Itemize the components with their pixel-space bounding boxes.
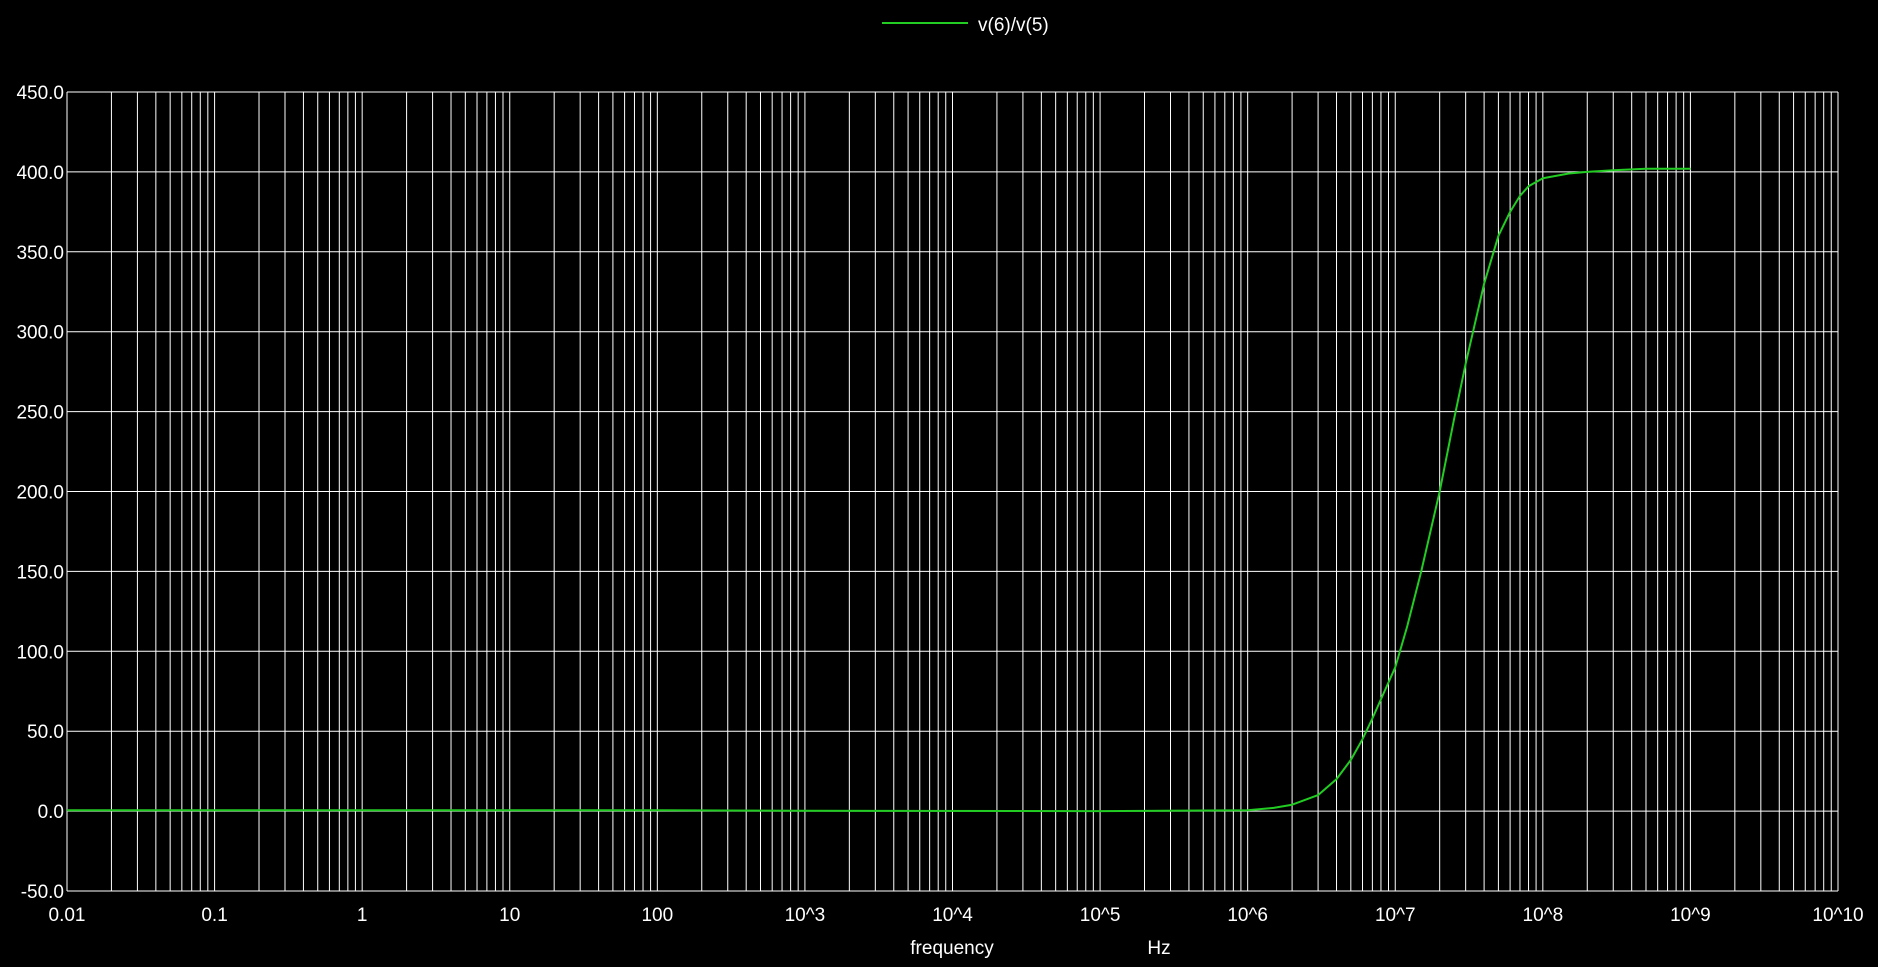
y-tick-label: 400.0 xyxy=(16,163,64,184)
x-tick-label: 10^6 xyxy=(1227,905,1268,926)
x-tick-label: 0.01 xyxy=(49,905,86,926)
x-tick-label: 100 xyxy=(641,905,673,926)
x-tick-label: 10^8 xyxy=(1523,905,1564,926)
y-tick-label: 50.0 xyxy=(27,722,64,743)
y-tick-label: 450.0 xyxy=(16,83,64,104)
y-tick-label: 0.0 xyxy=(38,802,64,823)
x-axis-label: frequency xyxy=(910,938,994,959)
y-tick-label: 150.0 xyxy=(16,562,64,583)
x-tick-label: 10^4 xyxy=(932,905,973,926)
series-layer xyxy=(67,167,1691,813)
y-tick-label: 250.0 xyxy=(16,403,64,424)
x-tick-label: 0.1 xyxy=(201,905,227,926)
x-tick-label: 10 xyxy=(499,905,520,926)
y-tick-label: 300.0 xyxy=(16,323,64,344)
y-tick-label: 100.0 xyxy=(16,642,64,663)
x-tick-label: 10^9 xyxy=(1670,905,1711,926)
x-tick-label: 10^3 xyxy=(785,905,826,926)
y-tick-label: 350.0 xyxy=(16,243,64,264)
x-tick-label: 1 xyxy=(357,905,368,926)
y-axis-ticks: 450.0 400.0 350.0 300.0 250.0 200.0 150.0 100.0… xyxy=(16,83,64,903)
x-axis-unit: Hz xyxy=(1147,938,1170,959)
legend: v(6)/v(5) xyxy=(882,15,1049,36)
y-tick-label: 200.0 xyxy=(16,483,64,504)
x-tick-label: 10^5 xyxy=(1080,905,1121,926)
legend-label: v(6)/v(5) xyxy=(978,15,1049,36)
x-axis-ticks: 0.01 0.1 1 10 100 10^3 10^4 10^5 10^6 10^7 10^8 10^… xyxy=(49,905,1864,926)
y-tick-label: -50.0 xyxy=(21,882,64,903)
plot-grid xyxy=(66,91,1839,892)
x-tick-label: 10^10 xyxy=(1812,905,1863,926)
x-tick-label: 10^7 xyxy=(1375,905,1416,926)
series-line-v6-v5 xyxy=(67,167,1691,813)
